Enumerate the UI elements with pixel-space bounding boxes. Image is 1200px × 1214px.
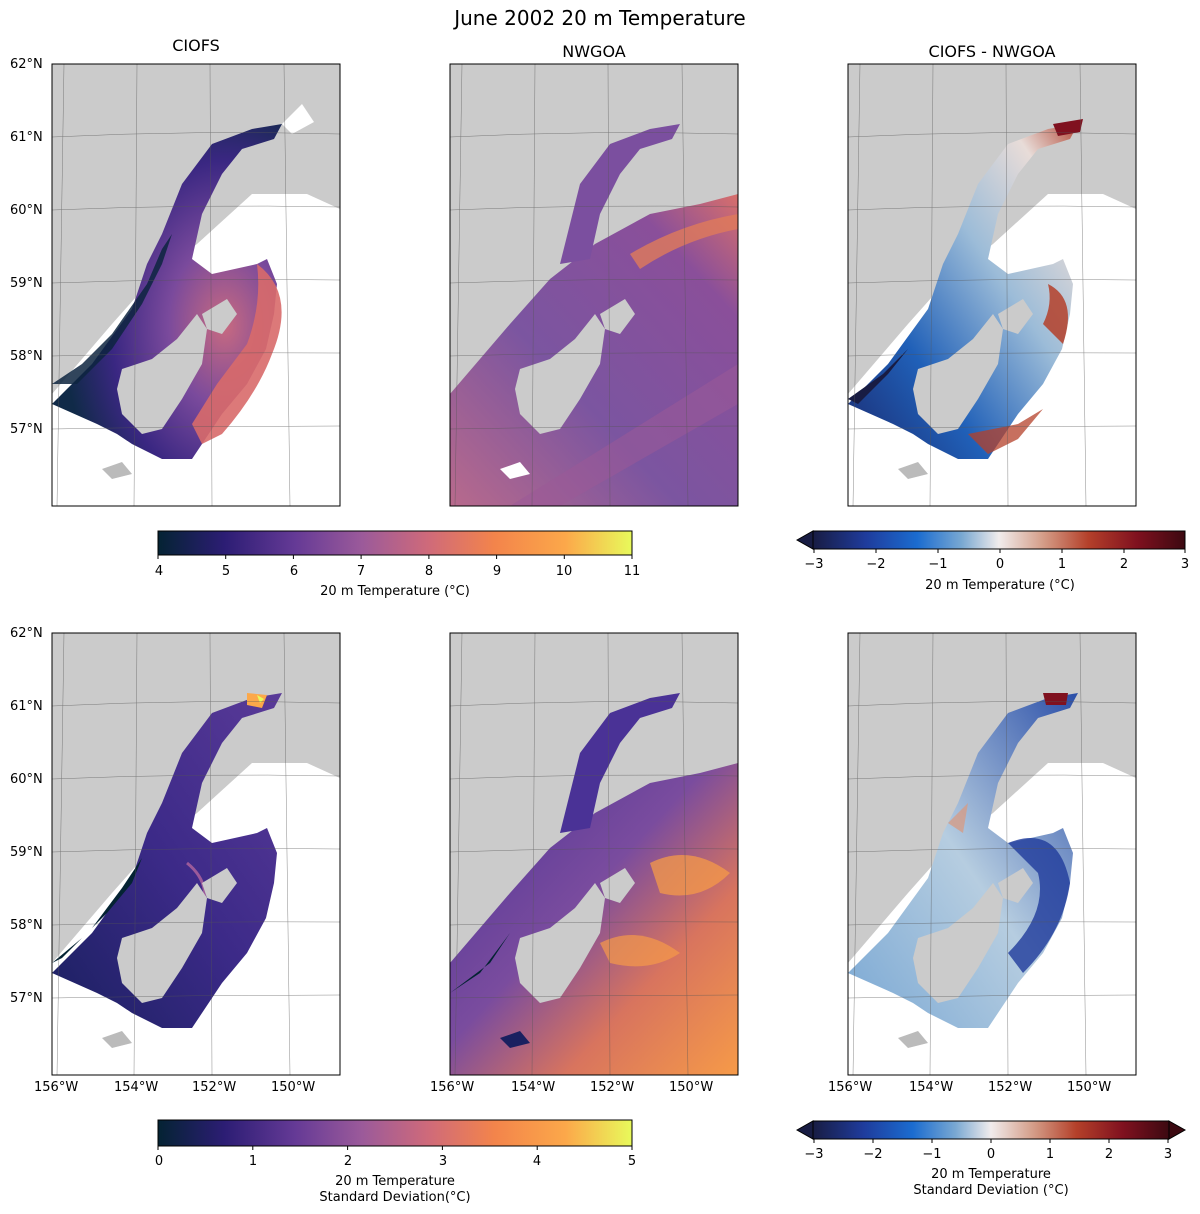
colorbar-diff-tick: 2: [1119, 557, 1129, 572]
colorbar-temp-tick: 9: [492, 564, 502, 579]
lon-label-150: 150°W: [669, 1080, 714, 1095]
colorbar-diff-tick: 1: [1057, 557, 1067, 572]
panel-title-diff: CIOFS - NWGOA: [928, 42, 1056, 61]
islands: [898, 868, 1033, 1048]
lon-label-150: 150°W: [1067, 1080, 1112, 1095]
lon-label-154: 154°W: [909, 1080, 954, 1095]
lat-label-59: 59°N: [10, 845, 43, 860]
colorbar-std-tick: 3: [438, 1154, 448, 1169]
map-ciofs-temp: [51, 63, 341, 507]
lon-label-152: 152°W: [192, 1080, 237, 1095]
lat-label-60: 60°N: [10, 772, 43, 787]
lon-label-156: 156°W: [828, 1080, 873, 1095]
colorbar-std-tick: 4: [532, 1154, 542, 1169]
colorbar-temp-tick: 6: [289, 564, 299, 579]
islands: [102, 299, 237, 479]
islands: [102, 868, 237, 1048]
model-domain: [848, 119, 1083, 459]
panel-title-ciofs: CIOFS: [172, 36, 220, 55]
colorbar-std-diff-label-line2: Standard Deviation (°C): [913, 1183, 1069, 1198]
map-diff-std: [847, 632, 1137, 1076]
lat-label-61: 61°N: [10, 699, 43, 714]
colorbar-diff-label: 20 m Temperature (°C): [925, 578, 1075, 593]
colorbar-std-tick: 0: [154, 1154, 164, 1169]
colorbar-temp-tick: 4: [154, 564, 164, 579]
colorbar-temp-label: 20 m Temperature (°C): [320, 584, 470, 599]
lon-label-152: 152°W: [988, 1080, 1033, 1095]
colorbar-temp: [157, 530, 633, 559]
colorbar-temp-diff: [795, 530, 1186, 553]
figure-title: June 2002 20 m Temperature: [454, 6, 746, 30]
lon-label-156: 156°W: [34, 1080, 79, 1095]
lat-label-57: 57°N: [10, 991, 43, 1006]
colorbar-temp-tick: 5: [221, 564, 231, 579]
islands: [898, 299, 1033, 479]
colorbar-std-diff-tick: 1: [1045, 1147, 1055, 1162]
map-nwgoa-temp: [449, 63, 739, 507]
lon-label-154: 154°W: [114, 1080, 159, 1095]
colorbar-std-diff-tick: −2: [863, 1147, 883, 1162]
colorbar-std-diff: [795, 1120, 1187, 1143]
model-domain: [52, 124, 282, 459]
colorbar-temp-tick: 11: [623, 564, 641, 579]
colorbar-diff-tick: 3: [1180, 557, 1190, 572]
lat-label-58: 58°N: [10, 349, 43, 364]
lon-label-156: 156°W: [430, 1080, 475, 1095]
grid-lines: [449, 63, 739, 507]
colorbar-std-label: 20 m Temperature Standard Deviation(°C): [158, 1174, 632, 1206]
map-ciofs-std: [51, 632, 341, 1076]
lat-label-62: 62°N: [10, 626, 43, 641]
colorbar-std-diff-tick: 0: [986, 1147, 996, 1162]
colorbar-std-label-line1: 20 m Temperature: [335, 1174, 455, 1189]
colorbar-std-label-line2: Standard Deviation(°C): [319, 1190, 471, 1205]
lon-label-152: 152°W: [590, 1080, 635, 1095]
colorbar-std-diff-label: 20 m Temperature Standard Deviation (°C): [813, 1167, 1169, 1199]
colorbar-std-diff-tick: −1: [922, 1147, 942, 1162]
colorbar-std-diff-tick: −3: [804, 1147, 824, 1162]
lon-label-154: 154°W: [511, 1080, 556, 1095]
panel-title-nwgoa: NWGOA: [562, 42, 626, 61]
grid-lines: [449, 632, 739, 1076]
grid-lines: [847, 63, 1137, 507]
colorbar-std-tick: 1: [248, 1154, 258, 1169]
colorbar-std-tick: 5: [627, 1154, 637, 1169]
model-domain: [848, 693, 1078, 1028]
grid-lines: [51, 63, 341, 507]
lon-label-150: 150°W: [271, 1080, 316, 1095]
colorbar-std: [157, 1119, 633, 1150]
lat-label-62: 62°N: [10, 57, 43, 72]
islands: [500, 868, 635, 1048]
map-nwgoa-std: [449, 632, 739, 1076]
colorbar-std-tick: 2: [343, 1154, 353, 1169]
colorbar-temp-tick: 7: [356, 564, 366, 579]
colorbar-diff-tick: 0: [995, 557, 1005, 572]
colorbar-std-diff-label-line1: 20 m Temperature: [931, 1167, 1051, 1182]
lat-label-58: 58°N: [10, 918, 43, 933]
lat-label-59: 59°N: [10, 276, 43, 291]
colorbar-diff-tick: −1: [928, 557, 948, 572]
colorbar-temp-tick: 10: [555, 564, 573, 579]
grid-lines: [847, 632, 1137, 1076]
lat-label-57: 57°N: [10, 422, 43, 437]
islands: [500, 299, 635, 479]
map-diff-temp: [847, 63, 1137, 507]
colorbar-diff-tick: −3: [804, 557, 824, 572]
colorbar-diff-tick: −2: [866, 557, 886, 572]
grid-lines: [51, 632, 341, 1076]
colorbar-temp-tick: 8: [424, 564, 434, 579]
colorbar-std-diff-tick: 3: [1163, 1147, 1173, 1162]
lat-label-61: 61°N: [10, 130, 43, 145]
colorbar-std-diff-tick: 2: [1104, 1147, 1114, 1162]
lat-label-60: 60°N: [10, 203, 43, 218]
